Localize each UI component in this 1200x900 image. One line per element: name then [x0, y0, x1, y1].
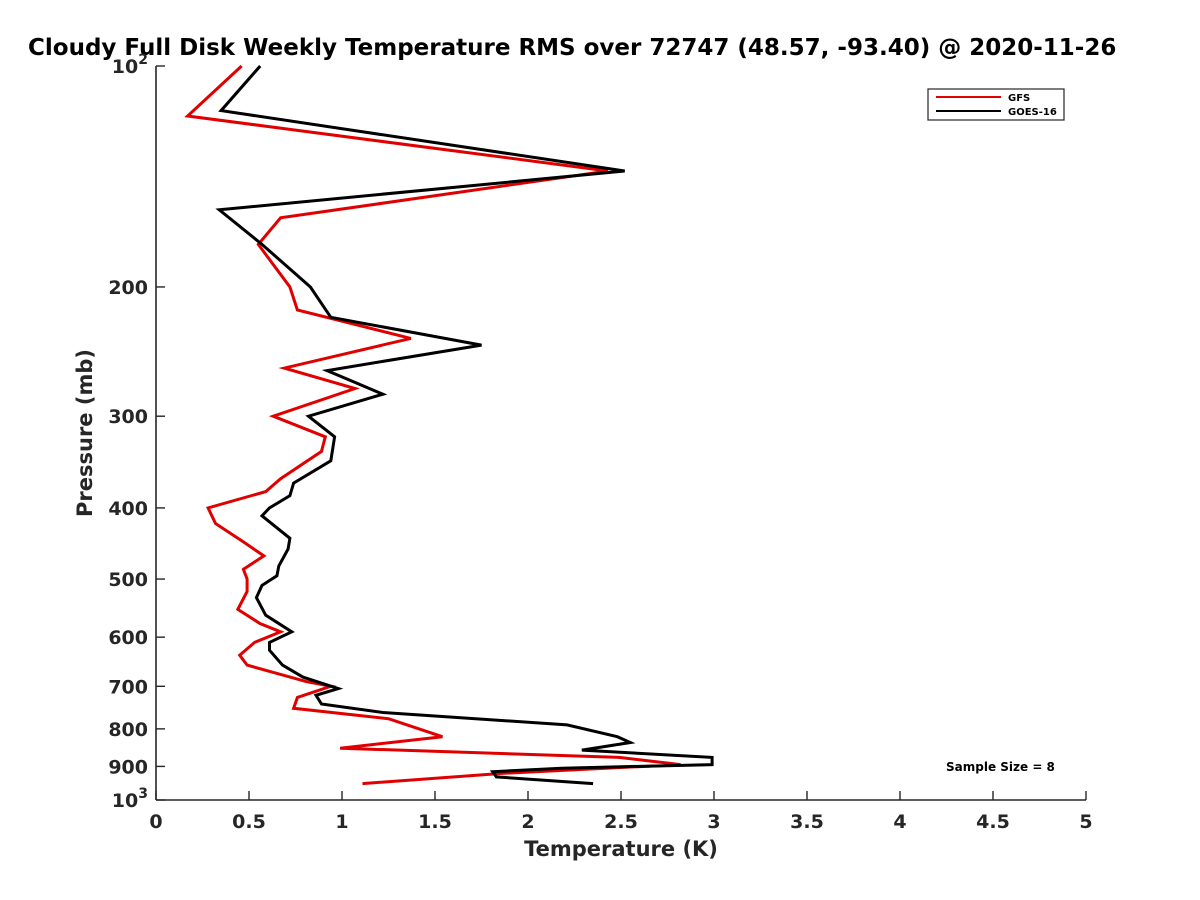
x-tick-label: 1 — [335, 811, 348, 833]
y-tick-label: 500 — [108, 569, 148, 591]
y-tick-label: 800 — [108, 719, 148, 741]
sample-size-annotation: Sample Size = 8 — [946, 760, 1055, 774]
x-tick-label: 3 — [707, 811, 720, 833]
legend-box — [927, 88, 1065, 121]
x-tick-label: 4 — [893, 811, 906, 833]
y-tick-label: 700 — [108, 676, 148, 698]
x-axis-label: Temperature (K) — [524, 837, 718, 861]
x-tick-label: 2 — [521, 811, 534, 833]
x-tick-label: 1.5 — [418, 811, 452, 833]
y-ticks: 102 200 300 400 500 600 700 800 900 103 — [108, 52, 165, 812]
y-tick-label: 103 — [112, 786, 148, 812]
x-tick-label: 2.5 — [604, 811, 638, 833]
legend: GFS GOES-16 — [927, 88, 1065, 121]
x-tick-label: 3.5 — [790, 811, 824, 833]
y-tick-label: 900 — [108, 756, 148, 778]
chart-title: Cloudy Full Disk Weekly Temperature RMS … — [28, 35, 1116, 61]
y-tick-label: 200 — [108, 277, 148, 299]
x-ticks: 0 0.5 1 1.5 2 2.5 3 3.5 4 4.5 5 — [149, 791, 1093, 833]
y-tick-label: 102 — [112, 52, 148, 78]
y-tick-label: 400 — [108, 498, 148, 520]
y-tick-label: 300 — [108, 406, 148, 428]
x-tick-label: 0.5 — [232, 811, 266, 833]
x-tick-label: 0 — [149, 811, 162, 833]
x-tick-label: 4.5 — [976, 811, 1010, 833]
legend-label-goes16: GOES-16 — [1008, 107, 1057, 118]
series-line-goes16 — [215, 65, 714, 786]
legend-label-gfs: GFS — [1008, 93, 1030, 104]
y-axis-label: Pressure (mb) — [73, 349, 97, 517]
y-tick-label: 600 — [108, 627, 148, 649]
series-group — [184, 64, 714, 786]
x-tick-label: 5 — [1079, 811, 1092, 833]
